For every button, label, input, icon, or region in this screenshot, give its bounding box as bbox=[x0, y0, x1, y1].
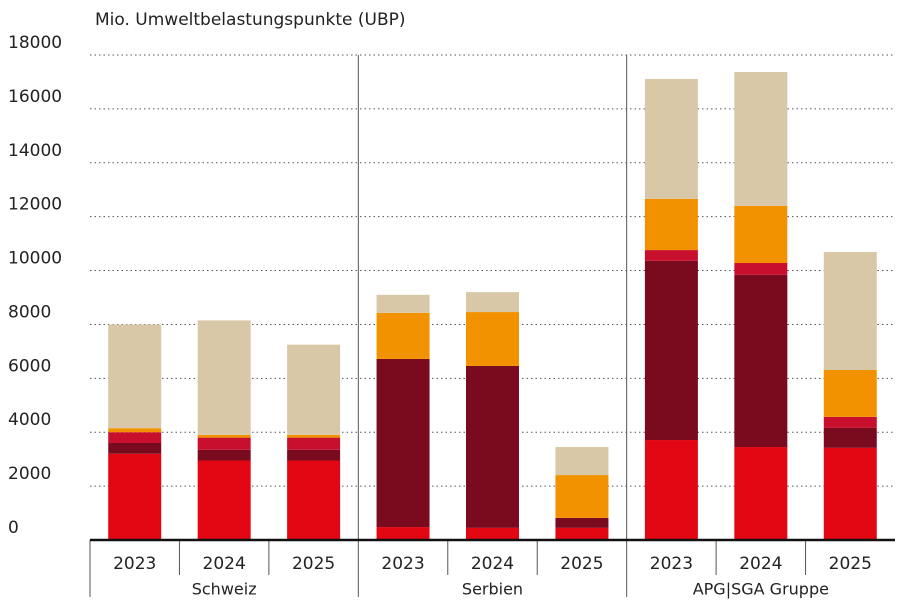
bar-segment bbox=[287, 460, 341, 540]
bar-segment bbox=[466, 292, 519, 313]
bar-segment bbox=[108, 443, 162, 454]
bar-segment bbox=[287, 344, 341, 435]
bar-segment bbox=[108, 428, 162, 433]
bar-segment bbox=[197, 449, 251, 461]
x-tick-label: 2025 bbox=[292, 554, 335, 574]
bar-segment bbox=[734, 447, 788, 540]
bar-segment bbox=[197, 434, 251, 438]
bar-segment bbox=[376, 358, 430, 528]
bar-segment bbox=[376, 312, 430, 359]
bar-segment bbox=[376, 294, 430, 313]
bar-segment bbox=[287, 437, 341, 450]
bar-segment bbox=[734, 205, 788, 264]
bar-segment bbox=[644, 440, 698, 540]
bar-segment bbox=[466, 365, 519, 528]
bar-segment bbox=[823, 416, 877, 428]
bar-segment bbox=[823, 369, 877, 417]
group-label: Serbien bbox=[462, 580, 523, 599]
bar-segment bbox=[555, 517, 609, 528]
bar-segment bbox=[734, 263, 788, 275]
bar-segment bbox=[644, 260, 698, 441]
x-tick-label: 2025 bbox=[560, 554, 603, 574]
bar-segment bbox=[287, 434, 341, 438]
x-tick-label: 2023 bbox=[650, 554, 693, 574]
group-label: Schweiz bbox=[192, 580, 257, 599]
bar-segment bbox=[555, 447, 609, 476]
x-tick-label: 2025 bbox=[829, 554, 872, 574]
bar-segment bbox=[644, 198, 698, 251]
bar-segment bbox=[287, 449, 341, 461]
y-tick-label: 16000 bbox=[8, 87, 62, 107]
bar-segment bbox=[108, 432, 162, 443]
y-tick-label: 14000 bbox=[8, 141, 62, 161]
x-tick-label: 2024 bbox=[471, 554, 514, 574]
bar-segment bbox=[376, 527, 430, 540]
y-tick-label: 18000 bbox=[8, 33, 62, 53]
y-axis-label: Mio. Umweltbelastungspunkte (UBP) bbox=[95, 10, 406, 30]
y-tick-label: 8000 bbox=[8, 302, 51, 322]
y-tick-label: 12000 bbox=[8, 195, 62, 215]
x-tick-label: 2023 bbox=[113, 554, 156, 574]
y-tick-label: 4000 bbox=[8, 410, 51, 430]
bar-segment bbox=[823, 251, 877, 370]
group-label: APG|SGA Gruppe bbox=[693, 580, 829, 599]
bar-segment bbox=[197, 320, 251, 435]
bar-segment bbox=[108, 453, 162, 540]
y-tick-label: 10000 bbox=[8, 249, 62, 269]
bar-segment bbox=[466, 527, 519, 540]
bar-segment bbox=[644, 78, 698, 199]
x-tick-label: 2023 bbox=[381, 554, 424, 574]
bar-segment bbox=[197, 460, 251, 540]
y-tick-label: 6000 bbox=[8, 356, 51, 376]
bar-segment bbox=[644, 250, 698, 261]
x-tick-label: 2024 bbox=[739, 554, 782, 574]
bar-segment bbox=[734, 274, 788, 448]
bar-segment bbox=[734, 71, 788, 206]
y-tick-label: 0 bbox=[8, 518, 19, 538]
bar-segment bbox=[197, 437, 251, 450]
y-tick-label: 2000 bbox=[8, 464, 51, 484]
bar-segment bbox=[555, 475, 609, 518]
bar-segment bbox=[823, 427, 877, 448]
bar-segment bbox=[466, 312, 519, 366]
bar-segment bbox=[823, 447, 877, 540]
x-tick-label: 2024 bbox=[203, 554, 246, 574]
bar-segment bbox=[108, 324, 162, 429]
bar-segment bbox=[555, 527, 609, 540]
